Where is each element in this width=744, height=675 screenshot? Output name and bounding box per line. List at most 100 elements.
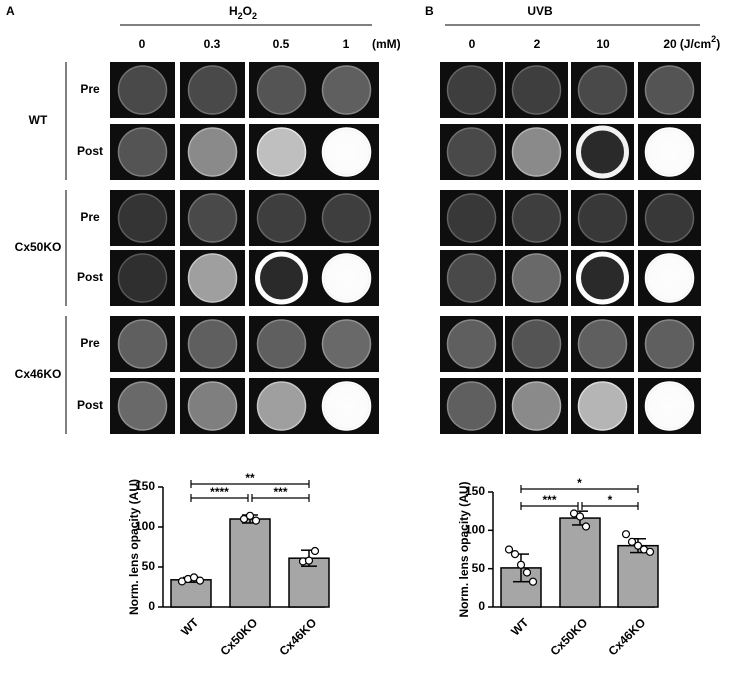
row-label: Pre [80, 82, 100, 96]
lens [187, 253, 238, 303]
x-tick-label: Cx50KO [217, 615, 260, 658]
unit-label: (mM) [372, 37, 401, 51]
lens [187, 127, 238, 177]
row-label: Pre [80, 336, 100, 350]
x-tick-label: Cx46KO [605, 615, 648, 658]
bar [170, 579, 212, 608]
y-tick-label: 0 [478, 599, 485, 613]
data-point [581, 522, 591, 531]
bar [229, 518, 271, 608]
sig-label: * [577, 476, 582, 490]
lens [446, 253, 497, 303]
unit-label: (J/cm2) [680, 34, 720, 51]
y-tick-label: 50 [142, 559, 156, 573]
sig-label: ** [245, 471, 255, 485]
lens [577, 193, 628, 243]
y-tick-label: 100 [465, 523, 485, 537]
treatment-part: O [243, 4, 252, 18]
treatment-label: H2O2 [229, 4, 257, 21]
lens [511, 127, 562, 177]
lens-glow [647, 384, 692, 428]
lens [577, 65, 628, 115]
row-label: Pre [80, 210, 100, 224]
lens [644, 65, 695, 115]
unit-part: (J/cm [680, 37, 711, 51]
data-point [645, 547, 655, 556]
y-tick-label: 0 [148, 599, 155, 613]
data-point [251, 516, 261, 525]
dose-label: 10 [596, 37, 610, 51]
lens [446, 193, 497, 243]
treatment-part: UVB [527, 4, 553, 18]
dose-label: 0 [469, 37, 476, 51]
x-tick-label: WT [178, 615, 202, 639]
data-point [528, 577, 538, 586]
y-axis-label: Norm. lens opacity (AU) [457, 481, 471, 617]
lens [446, 381, 497, 431]
panel-label: B [425, 4, 434, 18]
lens [117, 381, 168, 431]
data-point [504, 545, 514, 554]
dose-label: 0 [139, 37, 146, 51]
lens [511, 65, 562, 115]
sig-label: *** [273, 485, 287, 499]
lens [446, 319, 497, 369]
lens [511, 253, 562, 303]
data-point [621, 530, 631, 539]
x-tick-label: Cx50KO [547, 615, 590, 658]
bar [559, 517, 601, 608]
dose-label: 20 [663, 37, 677, 51]
lens [511, 193, 562, 243]
lens [256, 127, 307, 177]
lens-glow [647, 256, 692, 300]
dose-label: 2 [534, 37, 541, 51]
data-point [510, 549, 520, 559]
x-tick-label: WT [508, 615, 532, 639]
group-label: Cx46KO [15, 367, 62, 381]
unit-part: 2 [711, 34, 716, 44]
y-tick-label: 100 [135, 519, 155, 533]
treatment-part: 2 [252, 11, 257, 21]
lens [256, 65, 307, 115]
lens [644, 193, 695, 243]
lens-glow [324, 130, 369, 174]
lens [511, 319, 562, 369]
lens [187, 319, 238, 369]
data-point [310, 546, 320, 556]
data-point [627, 537, 637, 546]
panel-label: A [6, 4, 15, 18]
y-tick-label: 50 [472, 561, 486, 575]
row-label: Post [77, 270, 103, 284]
unit-part: ) [716, 37, 720, 51]
sig-label: **** [210, 485, 229, 499]
y-axis-label: Norm. lens opacity (AU) [127, 479, 141, 615]
data-point [575, 512, 585, 521]
y-tick-label: 150 [465, 484, 485, 498]
lens [256, 381, 307, 431]
lens [187, 65, 238, 115]
lens [576, 125, 629, 179]
treatment-label: UVB [527, 4, 553, 18]
row-label: Post [77, 398, 103, 412]
lens-glow [324, 256, 369, 300]
data-point [522, 568, 532, 577]
treatment-part: 2 [238, 11, 243, 21]
data-point [516, 560, 526, 569]
lens [117, 193, 168, 243]
lens [117, 127, 168, 177]
lens-glow [647, 130, 692, 174]
lens [576, 251, 629, 305]
lens [187, 193, 238, 243]
lens [187, 381, 238, 431]
unit-part: (mM) [372, 37, 401, 51]
lens [256, 319, 307, 369]
data-point [633, 541, 643, 550]
group-label: WT [29, 113, 48, 127]
lens-glow [324, 384, 369, 428]
lens [577, 319, 628, 369]
lens [321, 193, 372, 243]
lens [321, 319, 372, 369]
lens [117, 253, 168, 303]
sig-label: * [608, 493, 613, 507]
lens [446, 65, 497, 115]
